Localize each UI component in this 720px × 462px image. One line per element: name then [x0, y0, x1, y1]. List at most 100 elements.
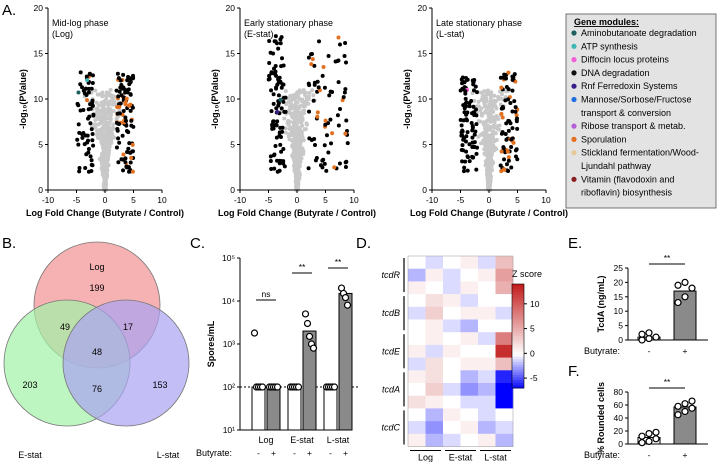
significant-gene-point: [307, 109, 312, 114]
significant-gene-point: [503, 98, 508, 103]
x-tick-label: 5: [131, 195, 136, 205]
colorbar-segment: [512, 317, 524, 321]
data-point: [305, 332, 314, 341]
gene-point: [491, 109, 496, 114]
significant-gene-point: [84, 98, 89, 103]
significant-gene-point: [89, 162, 94, 167]
y-tick-label: 10: [614, 306, 624, 316]
gene-point: [479, 141, 484, 146]
gene-point: [295, 100, 300, 105]
gene-point: [103, 147, 108, 152]
significant-gene-point: [117, 140, 122, 145]
significant-gene-point: [512, 99, 517, 104]
significant-gene-point: [280, 56, 285, 61]
significant-gene-point: [280, 129, 285, 134]
significant-gene-point: [268, 154, 273, 159]
significant-gene-point: [474, 122, 479, 127]
gene-point: [300, 146, 305, 151]
gene-point: [294, 152, 299, 157]
gene-point: [307, 91, 312, 96]
condition-label: +: [683, 450, 688, 460]
heatmap-cell: [425, 357, 444, 371]
significant-gene-point: [470, 124, 475, 129]
gene-point: [485, 135, 490, 140]
significant-gene-point: [86, 169, 91, 174]
condition-label: -: [648, 450, 651, 460]
gene-point: [295, 109, 300, 114]
significant-gene-point: [128, 108, 133, 113]
legend-swatch: [571, 176, 577, 182]
significant-gene-point: [342, 53, 347, 58]
colorbar-segment: [512, 320, 524, 324]
heatmap-cell: [495, 294, 514, 308]
data-point: [638, 336, 646, 344]
significant-gene-point: [90, 80, 95, 85]
significant-gene-point: [121, 109, 126, 114]
gene-point: [483, 144, 488, 149]
heatmap-cell: [478, 395, 496, 409]
gene-point: [93, 122, 98, 127]
significant-gene-point: [87, 114, 92, 119]
heatmap-cell: [478, 344, 496, 358]
heatmap-cell: [495, 370, 514, 384]
significant-gene-point: [119, 93, 124, 98]
significant-gene-point: [465, 130, 470, 135]
heatmap-cell: [495, 306, 514, 320]
bar: [338, 292, 353, 431]
significant-gene-point: [508, 121, 513, 126]
significant-gene-point: [78, 108, 83, 113]
heatmap-cell: [495, 433, 514, 447]
heatmap-cell: [460, 281, 479, 295]
significant-gene-point: [461, 118, 466, 123]
data-point: [303, 319, 312, 328]
significant-gene-point: [306, 81, 311, 86]
data-point: [330, 383, 339, 391]
butyrate-row-label: Butyrate:: [584, 450, 620, 460]
significant-gene-point: [472, 140, 477, 145]
significant-gene-point: [118, 85, 123, 90]
significant-gene-point: [461, 169, 466, 174]
volcano-significant-genes: [75, 70, 136, 174]
colorbar-segment: [512, 377, 524, 381]
significant-gene-point: [267, 60, 272, 65]
y-tick-label: 20: [614, 277, 624, 287]
venn-count-all: 48: [92, 347, 102, 357]
significant-gene-point: [128, 150, 133, 155]
colorbar-segment: [512, 291, 524, 295]
x-tick-label: 0: [487, 195, 492, 205]
condition-label: -: [257, 448, 260, 458]
significant-gene-point: [506, 128, 511, 133]
data-point: [309, 344, 318, 352]
significance-label: ns: [262, 289, 271, 299]
significant-gene-point: [116, 160, 121, 165]
heatmap-cell: [460, 395, 479, 409]
significant-gene-point: [306, 55, 311, 60]
colorbar-segment: [512, 294, 524, 298]
significant-gene-point: [459, 123, 464, 128]
heatmap-cell: [443, 421, 461, 435]
significant-gene-point: [267, 39, 272, 44]
x-tick-label: -5: [457, 195, 465, 205]
y-tick-label: 60: [614, 400, 624, 410]
significant-gene-point: [338, 106, 343, 111]
significant-gene-point: [463, 159, 468, 164]
legend-title: Gene modules:: [574, 17, 639, 27]
heatmap-cell: [478, 408, 496, 422]
significant-gene-point: [270, 126, 275, 131]
significant-gene-point: [114, 145, 119, 150]
gene-point: [106, 150, 111, 155]
significant-gene-point: [309, 62, 314, 67]
colorbar-segment: [512, 380, 524, 384]
significant-gene-point: [471, 155, 476, 160]
gene-point: [108, 87, 113, 92]
colorbar-tick-label: -5: [530, 373, 538, 383]
venn-count-lstat-only: 153: [152, 380, 167, 390]
significant-gene-point: [474, 107, 479, 112]
gene-point: [487, 184, 492, 189]
significant-gene-point: [500, 115, 505, 120]
significant-gene-point: [327, 93, 332, 98]
gene-point: [289, 133, 294, 138]
significant-gene-point: [510, 88, 515, 93]
data-point: [688, 397, 696, 405]
gene-label: tcdB: [382, 308, 400, 318]
